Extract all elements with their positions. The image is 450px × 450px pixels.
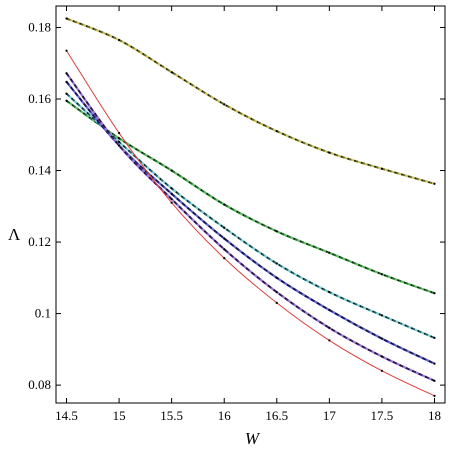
data-point <box>170 169 173 172</box>
series-6 <box>65 49 436 397</box>
data-point <box>65 80 68 83</box>
data-point <box>275 262 278 265</box>
y-tick-label: 0.16 <box>28 91 51 106</box>
data-point <box>223 203 226 206</box>
data-point <box>328 339 331 342</box>
series-line <box>65 81 435 365</box>
x-axis-ticks: 14.5 15 15.5 16 16.5 17 17.5 18 <box>55 6 441 423</box>
data-point <box>380 167 384 170</box>
series-layer <box>65 17 436 397</box>
series-3 <box>65 92 436 340</box>
series-line-dashes <box>66 17 435 185</box>
data-point <box>328 151 331 154</box>
data-point <box>223 226 226 229</box>
data-point <box>170 187 173 190</box>
data-point <box>380 355 384 358</box>
data-point <box>328 251 331 254</box>
series-line <box>66 17 435 185</box>
x-tick-label: 14.5 <box>55 408 78 423</box>
data-point <box>380 369 384 372</box>
series-2 <box>65 99 436 295</box>
data-point <box>65 92 68 95</box>
x-tick-label: 17 <box>323 408 337 423</box>
x-tick-label: 16 <box>218 408 232 423</box>
series-5 <box>65 72 436 382</box>
data-point <box>117 137 121 140</box>
data-point <box>275 130 278 133</box>
y-axis-title: Λ <box>8 225 21 244</box>
data-point <box>433 336 436 340</box>
series-line-dots <box>66 100 435 294</box>
data-point <box>380 273 384 276</box>
series-line <box>65 92 435 339</box>
data-point <box>275 291 278 294</box>
data-point <box>223 103 226 106</box>
data-point <box>223 237 226 240</box>
data-point <box>275 301 278 304</box>
x-tick-label: 15.5 <box>160 408 183 423</box>
data-point <box>170 192 173 195</box>
series-4 <box>65 80 436 365</box>
x-axis-title: W <box>245 429 261 448</box>
data-point <box>223 248 226 251</box>
y-tick-label: 0.1 <box>35 306 51 321</box>
plot-frame <box>55 5 446 404</box>
data-point <box>433 362 436 365</box>
data-point <box>433 394 436 397</box>
y-tick-label: 0.18 <box>28 19 51 34</box>
series-line-dots <box>66 17 435 185</box>
series-line-dots <box>66 93 435 339</box>
series-line-dashes <box>65 92 435 339</box>
data-point <box>170 71 173 74</box>
series-line-dashes <box>65 100 435 295</box>
data-point <box>328 308 331 312</box>
data-point <box>433 379 436 382</box>
data-point <box>433 182 436 185</box>
data-point <box>117 140 121 144</box>
data-point <box>170 198 173 201</box>
y-tick-label: 0.08 <box>28 377 51 392</box>
x-tick-label: 16.5 <box>265 408 288 423</box>
data-point <box>170 201 173 204</box>
data-point <box>117 38 121 42</box>
data-point <box>65 49 68 52</box>
x-tick-label: 18 <box>428 408 441 423</box>
y-tick-label: 0.14 <box>28 163 51 178</box>
data-point <box>65 99 68 102</box>
series-line <box>65 99 435 295</box>
x-tick-label: 15 <box>113 408 126 423</box>
series-1 <box>65 17 436 185</box>
data-point <box>65 72 68 75</box>
series-line-dashes <box>65 81 435 365</box>
data-point <box>223 257 226 260</box>
data-point <box>117 144 121 147</box>
y-axis-ticks: 0.08 0.1 0.12 0.14 0.16 0.18 <box>28 19 445 392</box>
data-point <box>380 337 384 340</box>
data-point <box>275 230 278 233</box>
data-point <box>275 276 278 279</box>
data-point <box>380 314 384 317</box>
data-point <box>328 326 331 329</box>
x-tick-label: 17.5 <box>371 408 394 423</box>
series-line <box>66 50 435 397</box>
data-point <box>433 292 436 295</box>
series-line-dots <box>65 81 435 365</box>
data-point <box>328 291 331 294</box>
data-point <box>117 131 121 135</box>
data-point <box>65 17 68 20</box>
y-tick-label: 0.12 <box>28 234 51 249</box>
